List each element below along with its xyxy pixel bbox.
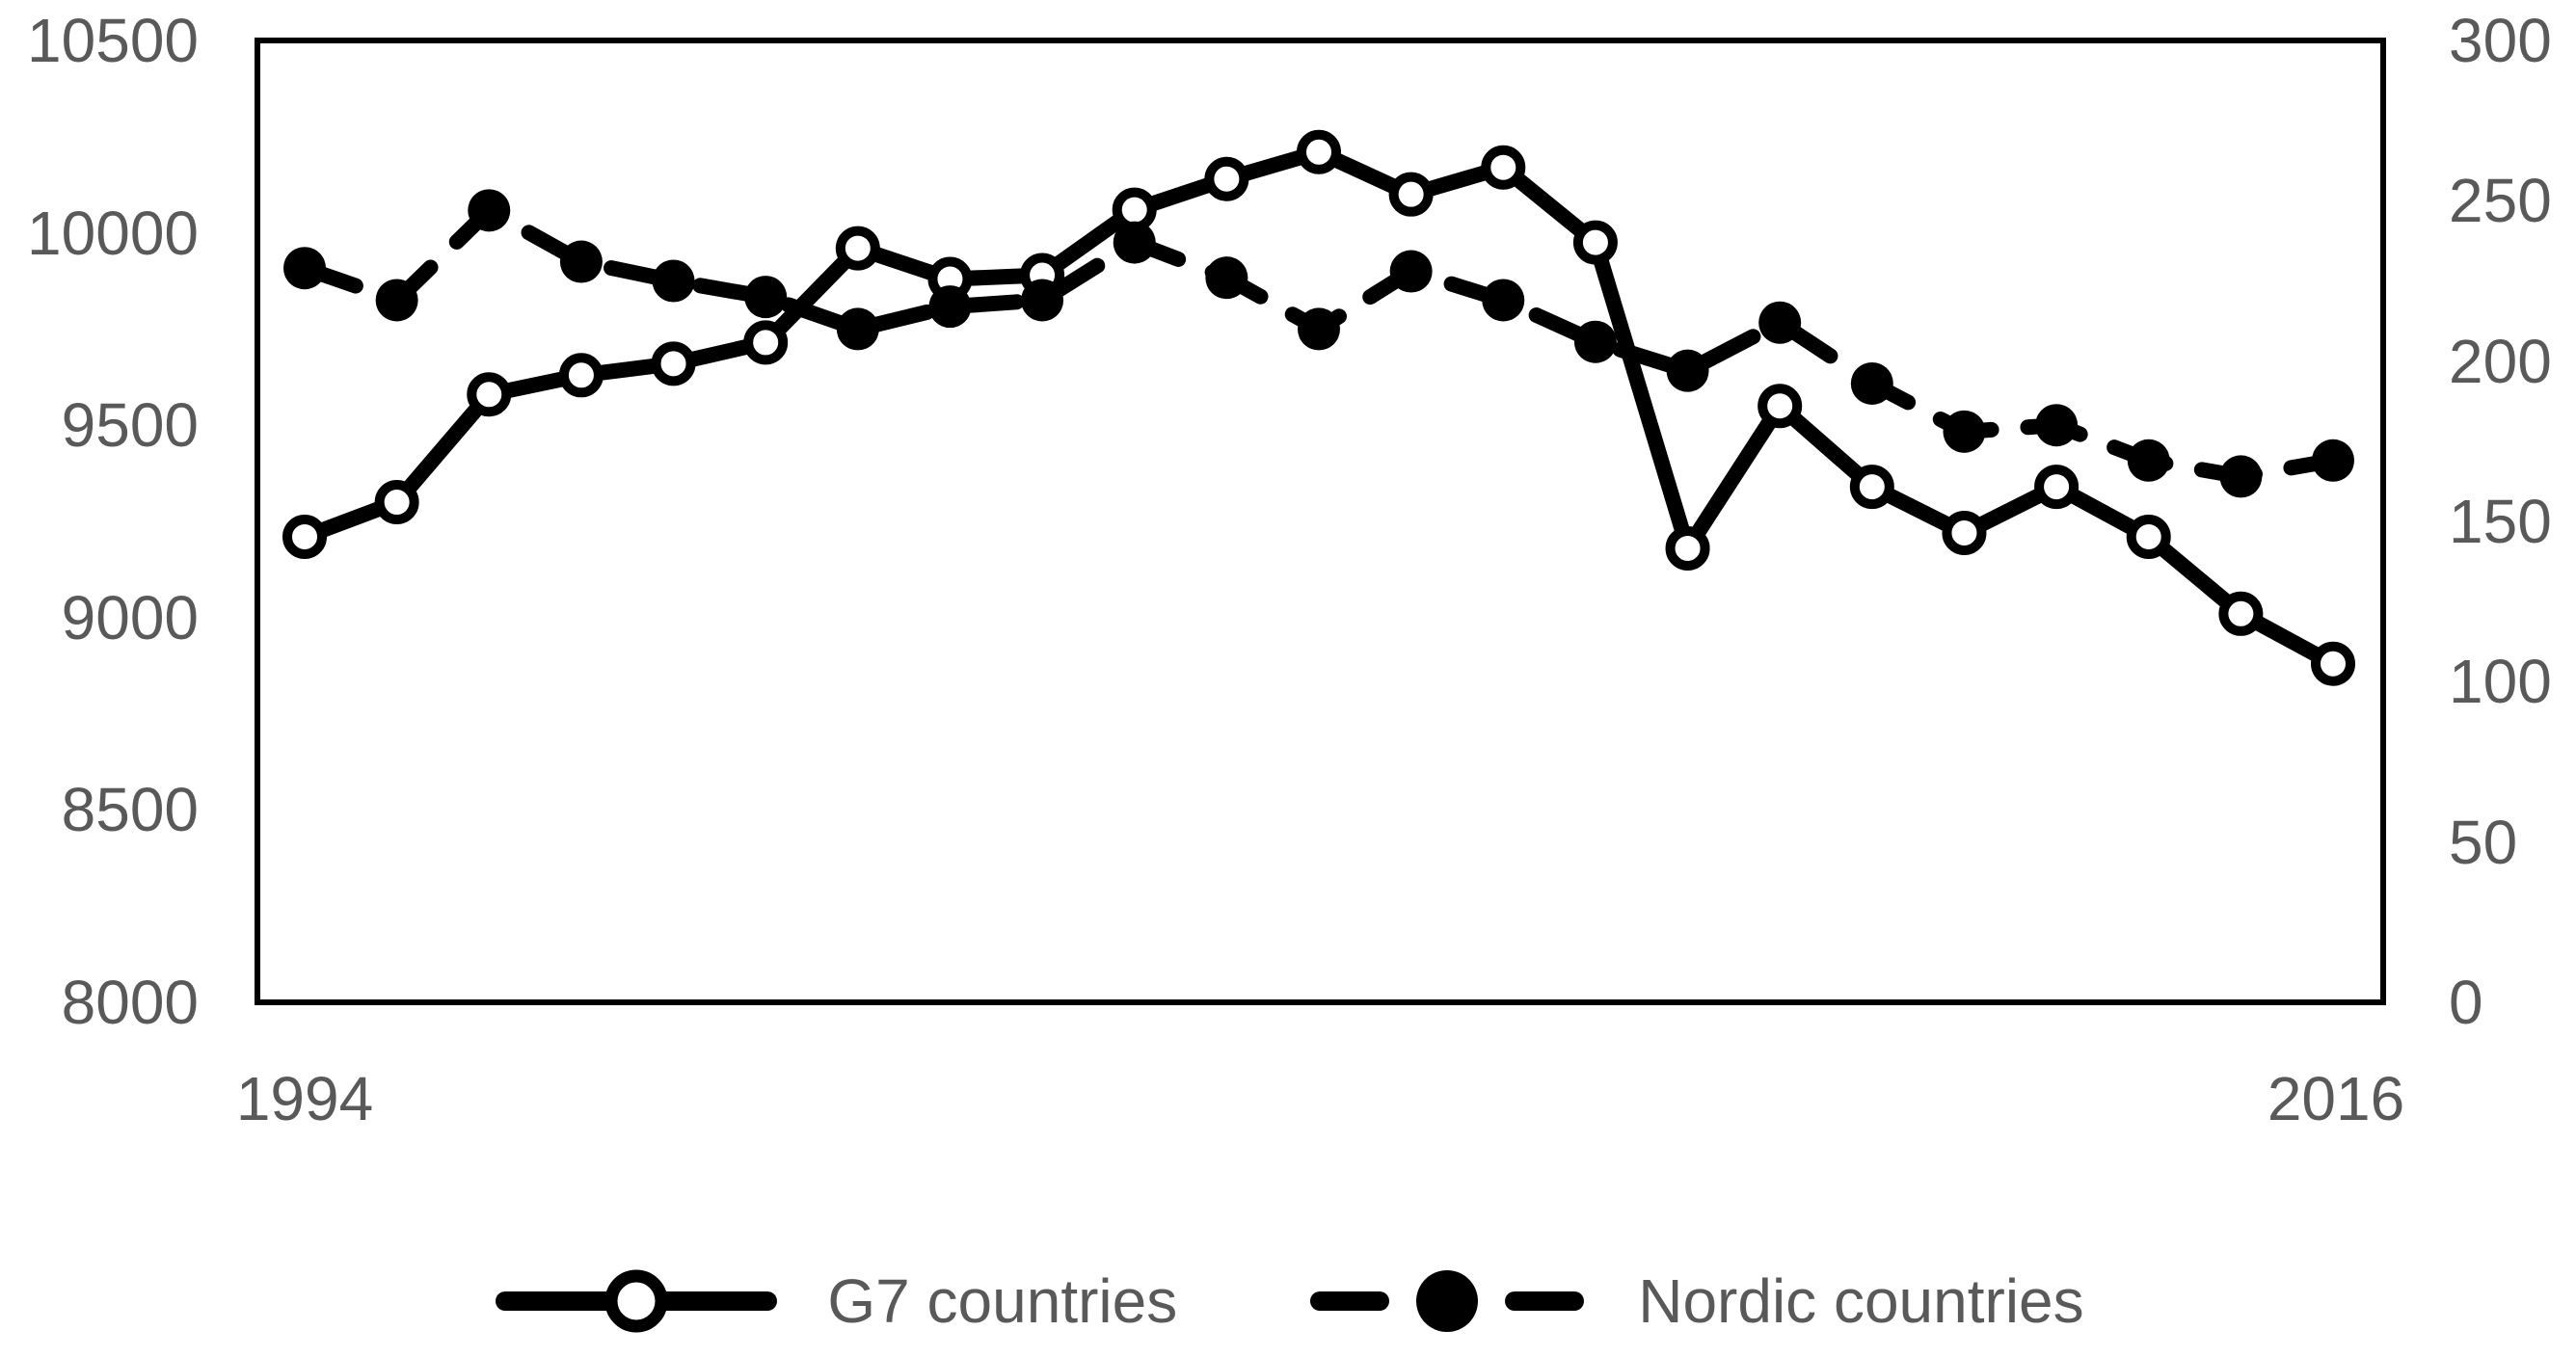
nordic-marker xyxy=(1666,349,1709,392)
g7-marker xyxy=(1665,525,1710,571)
g7-marker xyxy=(1942,510,1987,555)
g7-series-legend-icon xyxy=(496,1269,778,1333)
g7-marker xyxy=(2311,641,2355,686)
g7-marker xyxy=(1481,145,1526,190)
g7-marker xyxy=(1297,129,1341,174)
g7-marker xyxy=(2218,591,2264,636)
legend: G7 countries Nordic countries xyxy=(0,1253,2576,1349)
nordic-marker xyxy=(1021,279,1064,322)
nordic-series-legend-icon xyxy=(1310,1270,1585,1332)
x-axis-label-end: 2016 xyxy=(2267,1064,2405,1133)
g7-marker xyxy=(743,320,789,365)
left-axis-tick: 10000 xyxy=(27,198,199,268)
nordic-marker xyxy=(2035,404,2079,447)
right-axis-tick: 100 xyxy=(2449,647,2552,717)
left-axis-tick: 9000 xyxy=(61,582,199,652)
legend-item-nordic: Nordic countries xyxy=(1302,1253,2084,1349)
nordic-marker xyxy=(375,279,418,322)
g7-marker xyxy=(282,514,327,559)
g7-marker xyxy=(1572,220,1618,265)
g7-marker xyxy=(1849,465,1894,510)
legend-label-nordic: Nordic countries xyxy=(1638,1266,2084,1336)
right-axis-tick: 200 xyxy=(2449,326,2552,396)
nordic-marker xyxy=(1205,256,1248,300)
g7-marker xyxy=(558,353,604,398)
legend-label-g7: G7 countries xyxy=(827,1266,1178,1336)
g7-series-line xyxy=(297,144,2341,672)
right-axis-tick: 50 xyxy=(2449,807,2518,877)
nordic-marker xyxy=(1482,279,1525,322)
left-axis-tick: 9500 xyxy=(61,390,199,461)
nordic-marker xyxy=(283,247,326,290)
nordic-marker xyxy=(1850,361,1893,405)
g7-marker xyxy=(2034,465,2080,510)
g7-marker xyxy=(835,226,880,271)
plot-border xyxy=(255,38,2386,1005)
nordic-marker xyxy=(1389,250,1433,293)
x-axis-label-start: 1994 xyxy=(235,1064,374,1133)
nordic-marker xyxy=(836,307,879,351)
nordic-marker xyxy=(1573,320,1617,363)
nordic-marker xyxy=(2127,439,2170,482)
nordic-marker xyxy=(2312,439,2354,482)
g7-marker xyxy=(1388,172,1434,217)
nordic-marker xyxy=(468,189,511,232)
right-axis-tick: 0 xyxy=(2449,968,2483,1037)
nordic-marker xyxy=(1943,410,1986,453)
g7-marker xyxy=(2126,514,2171,559)
nordic-marker xyxy=(928,285,972,329)
nordic-marker xyxy=(1758,301,1802,344)
g7-marker xyxy=(374,480,419,525)
right-axis-tick: 250 xyxy=(2449,166,2552,236)
g7-marker xyxy=(467,372,512,417)
nordic-marker xyxy=(2219,455,2263,498)
legend-item-g7: G7 countries xyxy=(492,1253,1177,1349)
nordic-marker xyxy=(652,259,695,303)
nordic-marker xyxy=(744,276,788,319)
left-axis-tick: 10500 xyxy=(27,6,199,75)
right-axis-tick: 150 xyxy=(2449,487,2552,556)
g7-marker xyxy=(651,341,696,386)
right-axis-tick: 300 xyxy=(2449,6,2552,75)
g7-marker xyxy=(1758,384,1803,429)
nordic-marker xyxy=(1298,307,1340,351)
left-axis-tick: 8000 xyxy=(61,968,199,1037)
left-axis-tick: 8500 xyxy=(61,775,199,845)
g7-marker xyxy=(1204,156,1249,201)
nordic-marker xyxy=(1113,221,1156,264)
nordic-marker xyxy=(559,240,603,283)
